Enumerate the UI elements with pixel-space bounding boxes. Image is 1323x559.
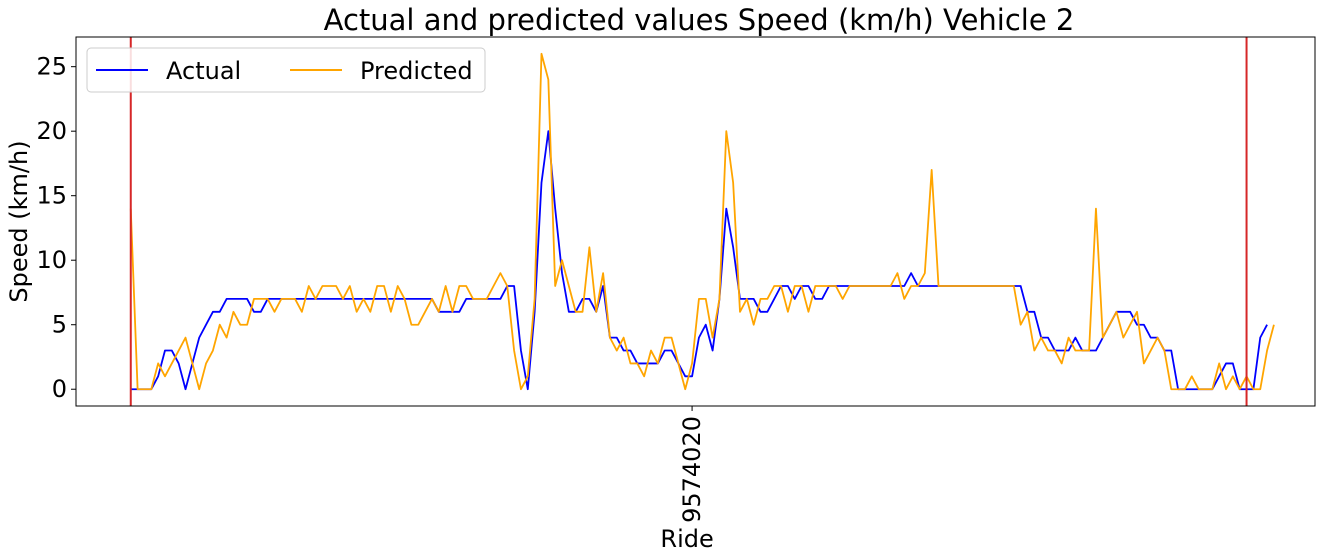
plot-area	[129, 37, 1275, 406]
y-tick-label: 5	[52, 311, 67, 339]
legend-label-predicted: Predicted	[360, 57, 473, 85]
x-tick-label: 9574020	[678, 416, 706, 523]
x-axis-label: Ride	[660, 525, 713, 553]
y-tick-label: 25	[36, 53, 67, 81]
series-line-actual	[130, 130, 1268, 391]
series-line-predicted	[129, 52, 1275, 391]
axis-ticks: 0 5 10 15 20 25 9574020	[36, 53, 706, 523]
legend-box	[86, 47, 486, 93]
plot-frame	[75, 36, 1316, 407]
y-tick-label: 10	[36, 246, 67, 274]
legend-label-actual: Actual	[166, 57, 241, 85]
y-tick-label: 0	[52, 375, 67, 403]
chart-title: Actual and predicted values Speed (km/h)…	[324, 3, 1075, 37]
y-tick-label: 15	[36, 182, 67, 210]
y-tick-label: 20	[36, 117, 67, 145]
legend: Actual Predicted	[86, 47, 486, 93]
y-axis-label: Speed (km/h)	[5, 140, 33, 302]
